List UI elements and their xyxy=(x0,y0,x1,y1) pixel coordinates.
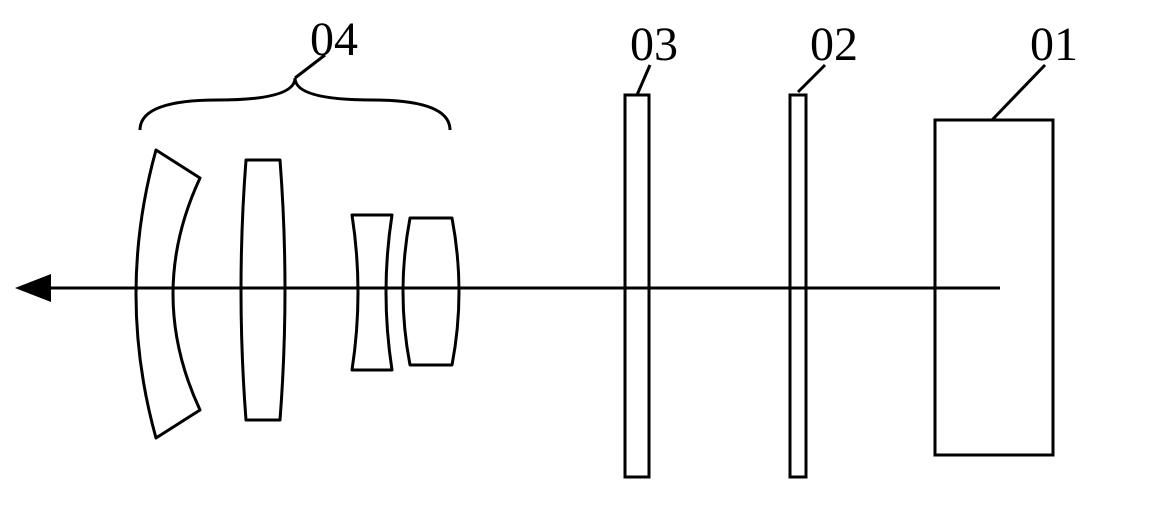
lens-group-04 xyxy=(136,78,459,438)
lens-L3 xyxy=(352,215,392,370)
label-l01: 01 xyxy=(1030,18,1078,71)
lens-L4 xyxy=(403,218,459,365)
lens-group-brace xyxy=(140,78,450,130)
label-l03: 03 xyxy=(630,18,678,71)
optical-axis-arrow xyxy=(15,274,51,302)
leader-l01 xyxy=(992,65,1045,120)
element-02-plate xyxy=(790,95,806,477)
label-l04: 04 xyxy=(310,13,358,66)
lens-L2 xyxy=(241,160,285,420)
element-03-plate xyxy=(625,95,649,477)
label-l02: 02 xyxy=(810,18,858,71)
lens-L1-meniscus xyxy=(136,150,200,438)
